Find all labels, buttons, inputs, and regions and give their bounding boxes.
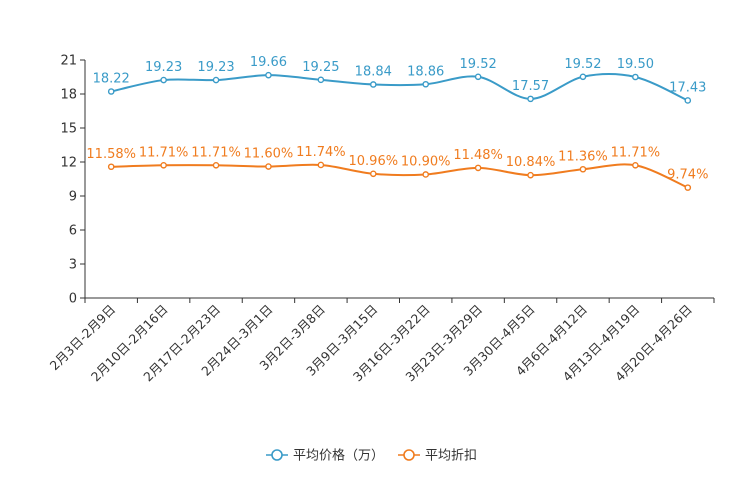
data-label: 19.52	[460, 57, 497, 72]
data-label: 18.22	[93, 72, 130, 87]
y-tick-label: 6	[69, 224, 77, 239]
data-point	[579, 73, 587, 81]
data-label: 11.36%	[558, 149, 608, 164]
series-line	[110, 73, 689, 102]
series-line	[111, 163, 689, 189]
legend[interactable]: 平均价格（万） 平均折扣	[266, 448, 477, 464]
legend-label: 平均折扣	[425, 449, 477, 464]
data-label: 19.23	[145, 60, 182, 75]
data-point	[527, 95, 534, 103]
data-label: 11.48%	[453, 148, 503, 163]
data-label: 19.23	[197, 60, 234, 75]
data-label: 19.50	[617, 57, 654, 72]
y-tick-label: 3	[69, 258, 77, 273]
data-label: 11.58%	[86, 147, 136, 162]
y-axis: 0 3 6 9 12 15 18 21	[60, 54, 86, 307]
data-point	[684, 97, 692, 104]
data-point	[265, 163, 272, 170]
data-label: 17.43	[669, 80, 706, 95]
legend-item-avg-price[interactable]: 平均价格（万）	[266, 448, 384, 464]
data-label: 10.90%	[401, 154, 451, 169]
data-point	[579, 165, 587, 173]
data-label: 19.25	[302, 60, 339, 75]
data-point	[632, 161, 639, 169]
data-point	[212, 161, 220, 169]
data-label: 18.84	[355, 64, 392, 79]
data-point	[317, 76, 325, 84]
y-tick-label: 12	[60, 156, 77, 171]
data-label: 19.66	[250, 55, 287, 70]
series-layer: 18.22 19.23 19.23 19.66 19.25 18.84 18.86 19.52…	[86, 55, 708, 191]
data-label: 10.84%	[506, 155, 556, 170]
data-point	[107, 163, 115, 171]
data-label: 10.96%	[349, 154, 399, 169]
data-point	[684, 184, 692, 191]
legend-item-avg-discount[interactable]: 平均折扣	[398, 449, 477, 464]
legend-swatch-marker	[271, 449, 283, 461]
data-point	[369, 81, 377, 88]
data-point	[527, 171, 534, 179]
data-label: 17.57	[512, 79, 549, 94]
y-tick-label: 15	[60, 122, 77, 137]
data-point	[212, 76, 220, 84]
data-label: 9.74%	[667, 168, 708, 183]
data-label: 11.71%	[611, 145, 661, 160]
legend-swatch-marker	[403, 449, 415, 461]
data-point	[422, 171, 430, 178]
data-point	[160, 76, 167, 84]
data-label: 11.74%	[296, 145, 346, 160]
data-label: 11.71%	[191, 145, 241, 160]
data-label: 18.86	[407, 64, 444, 79]
series-avg-discount: 11.58% 11.71% 11.71% 11.60% 11.74%10.96% 10.9…	[86, 145, 708, 191]
data-point	[369, 170, 377, 178]
data-point	[160, 161, 167, 169]
data-label: 19.52	[564, 57, 601, 72]
data-point	[265, 71, 272, 79]
y-tick-label: 0	[69, 292, 77, 307]
y-tick-label: 21	[60, 54, 77, 69]
y-tick-label: 18	[60, 88, 77, 103]
data-point	[474, 164, 482, 172]
series-avg-price: 18.22 19.23 19.23 19.66 19.25 18.84 18.86 19.52…	[93, 55, 706, 104]
data-point	[422, 80, 430, 88]
data-label: 11.60%	[244, 147, 294, 162]
legend-label: 平均价格（万）	[293, 448, 384, 464]
data-point	[632, 73, 639, 81]
y-tick-label: 9	[69, 190, 77, 205]
data-point	[107, 88, 115, 95]
data-point	[317, 161, 325, 169]
data-label: 11.71%	[139, 145, 189, 160]
data-point	[474, 73, 482, 81]
x-axis: 2月3日-2月9日2月10日-2月16日2月17日-2月23日2月24日-3月1…	[47, 297, 715, 384]
